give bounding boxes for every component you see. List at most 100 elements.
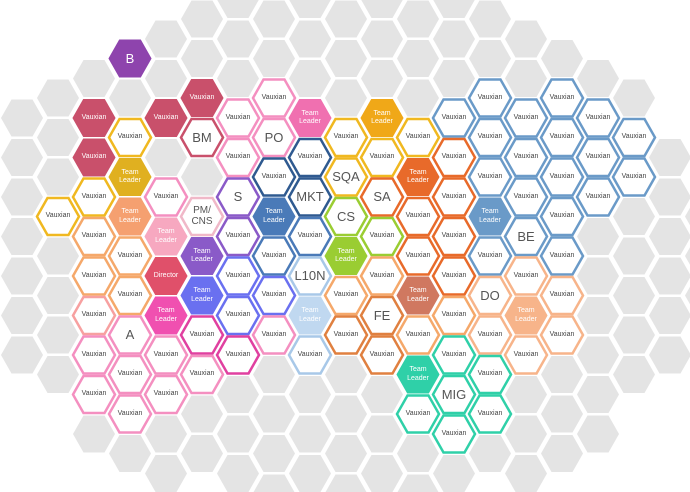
hex-label: Vauxian	[621, 133, 647, 141]
hex-label: Vauxian	[81, 271, 107, 279]
background-hex	[361, 20, 403, 58]
hex	[323, 315, 369, 355]
hex-label: Vauxian	[585, 192, 611, 200]
background-hex	[253, 395, 295, 433]
hex-label: Vauxian	[621, 172, 647, 180]
hex-label: Vauxian	[333, 133, 359, 141]
hex	[468, 197, 512, 236]
background-hex	[577, 336, 619, 374]
hex-label: Team Leader	[335, 247, 357, 263]
background-hex	[613, 316, 655, 354]
hex-label: Vauxian	[369, 271, 395, 279]
background-hex	[613, 198, 655, 235]
hex	[431, 374, 477, 415]
hex	[180, 276, 224, 315]
hex	[359, 256, 405, 296]
hex-label: Vauxian	[81, 311, 107, 319]
hex-label: Team Leader	[119, 208, 141, 224]
hex-label: Vauxian	[477, 370, 503, 378]
background-hex	[361, 376, 403, 413]
hex	[108, 158, 152, 196]
hex-label: L10N	[294, 268, 326, 284]
hex-label: Vauxian	[405, 409, 431, 417]
hex	[180, 79, 224, 117]
hex	[467, 157, 513, 197]
hex	[396, 158, 440, 196]
hex	[359, 137, 405, 178]
hex-label: Vauxian	[405, 212, 431, 220]
hex-label: Vauxian	[117, 409, 143, 417]
background-hex	[325, 435, 367, 472]
hex	[215, 216, 261, 257]
hex-label: CS	[336, 208, 356, 224]
hex-label: Vauxian	[369, 350, 395, 358]
hex	[359, 295, 405, 336]
hex-label: Vauxian	[441, 311, 467, 319]
hex-label: Vauxian	[297, 232, 323, 240]
hex-label: DO	[480, 287, 500, 303]
hex	[503, 177, 549, 217]
hex	[539, 275, 585, 316]
background-hex	[37, 79, 79, 117]
hex-label: Director	[153, 271, 179, 279]
hex	[287, 335, 333, 375]
hex	[252, 197, 296, 236]
hex	[575, 137, 621, 178]
background-hex	[613, 277, 655, 314]
hex	[539, 117, 585, 158]
hex-label: Vauxian	[549, 93, 575, 101]
hex	[395, 196, 441, 237]
hex-label: Vauxian	[405, 133, 431, 141]
background-hex	[613, 79, 655, 117]
hex-label: Vauxian	[477, 133, 503, 141]
hex-label: Team Leader	[407, 366, 429, 382]
background-hex	[649, 139, 690, 176]
hex	[504, 296, 548, 335]
background-hex	[145, 60, 187, 97]
hex	[107, 275, 153, 316]
hex-label: Vauxian	[405, 251, 431, 259]
hex-label: Vauxian	[81, 390, 107, 398]
hex	[72, 99, 116, 137]
hex-label: Vauxian	[225, 232, 251, 240]
hex-label: Vauxian	[297, 153, 323, 161]
hex	[539, 157, 585, 197]
hex	[143, 177, 189, 217]
background-hex	[73, 60, 115, 97]
hex	[143, 374, 189, 415]
background-hex	[469, 40, 511, 77]
background-hex	[325, 356, 367, 393]
hex	[288, 296, 332, 335]
hex-label: Vauxian	[549, 172, 575, 180]
background-hex	[505, 60, 547, 97]
background-hex	[289, 415, 331, 453]
hex-label: Vauxian	[261, 172, 287, 180]
background-hex	[505, 376, 547, 413]
background-hex	[289, 20, 331, 58]
hex	[215, 137, 261, 178]
hex-label: Vauxian	[261, 330, 287, 338]
hex-label: Vauxian	[477, 172, 503, 180]
hex	[215, 98, 261, 138]
hex	[431, 216, 477, 257]
background-hex	[397, 0, 439, 38]
hex	[323, 275, 369, 316]
background-hex	[541, 435, 583, 472]
background-hex	[181, 40, 223, 77]
hex	[288, 99, 332, 137]
hex	[395, 315, 441, 355]
hex	[431, 137, 477, 178]
background-hex	[649, 178, 690, 216]
hex-label: Vauxian	[477, 330, 503, 338]
hex-label: Vauxian	[369, 153, 395, 161]
background-hex	[1, 218, 43, 255]
hex	[539, 196, 585, 237]
hex-label: Vauxian	[117, 370, 143, 378]
hex-label: Vauxian	[405, 330, 431, 338]
background-hex	[577, 415, 619, 453]
hex	[395, 117, 441, 158]
hex	[467, 315, 513, 355]
hex	[431, 177, 477, 217]
hex-label: Vauxian	[441, 153, 467, 161]
background-hex	[361, 0, 403, 18]
